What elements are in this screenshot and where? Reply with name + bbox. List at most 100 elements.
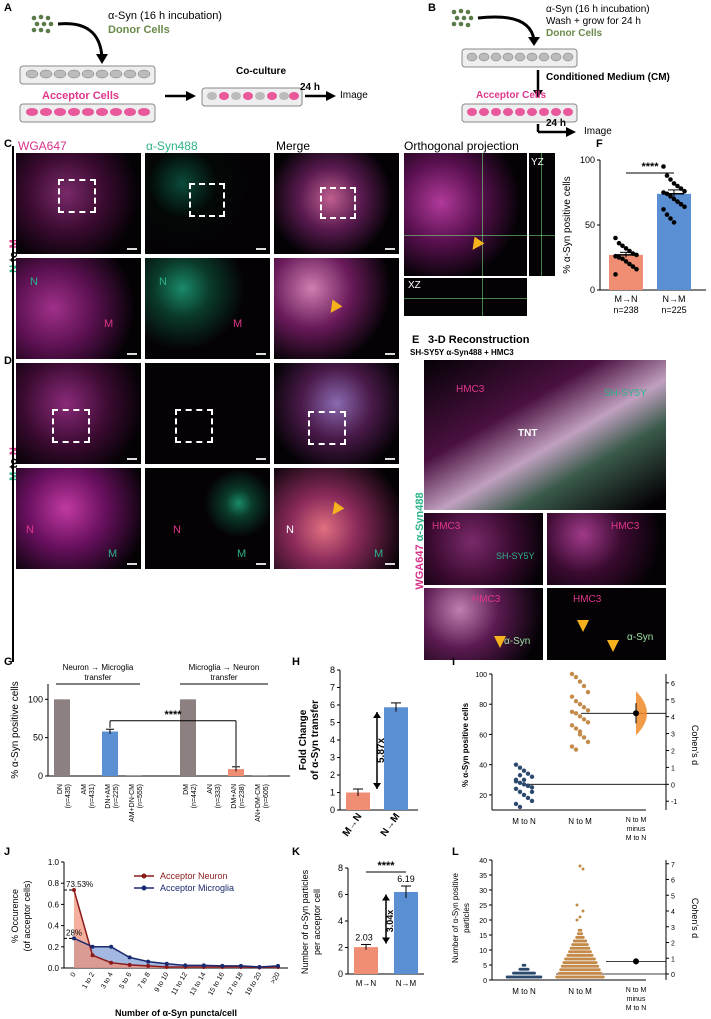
- f-point: [616, 240, 622, 246]
- g-bar: [126, 775, 142, 776]
- i-point-ntom: [577, 729, 583, 734]
- h-annotation: 5.87x: [376, 738, 387, 763]
- i-rtick-label: 4: [671, 715, 675, 722]
- j-xtick-label: 5 to 6: [119, 971, 134, 990]
- i-ytick-label: 60: [479, 732, 487, 739]
- l-point-ntom: [587, 946, 591, 950]
- l-point-ntom-outlier: [581, 867, 585, 871]
- j-legend-label: Acceptor Neuron: [160, 871, 228, 881]
- j-ytick-label: 0.0: [48, 964, 60, 973]
- i-point-mton: [517, 789, 523, 795]
- g-bar: [54, 699, 70, 776]
- l-rtick-label: 7: [671, 862, 675, 869]
- i-point-ntom: [585, 720, 591, 725]
- g-xtick-n: (n=442): [191, 784, 198, 808]
- g-ytick-label: 50: [33, 733, 43, 743]
- k-arrow-head-up: [382, 894, 390, 901]
- scheme-b-wash: Wash + grow for 24 h: [546, 16, 641, 27]
- g-xtick-n: (n=605): [263, 784, 270, 808]
- h-ytick-label: 3: [330, 753, 335, 763]
- image-d-merge: [274, 363, 399, 464]
- image-d-merge-zoom: N M: [274, 468, 399, 569]
- i-point-mton: [525, 771, 531, 776]
- chart-k: 0 2 4 6 8 Number of α-Syn particles per accept…: [300, 860, 424, 988]
- image-d-syn-zoom: N M: [145, 468, 270, 569]
- i-point-mton: [529, 785, 535, 790]
- f-sig: ****: [641, 161, 659, 173]
- j-marker: [109, 960, 114, 965]
- k-bar: [354, 947, 378, 974]
- image-e-3d: HMC3 SH-SY5Y TNT: [424, 360, 666, 510]
- f-point: [613, 235, 618, 241]
- image-d-wga: [16, 363, 141, 464]
- i-xtick-3b: minus: [627, 826, 646, 833]
- f-ylabel: % α-Syn positive cells: [562, 176, 573, 273]
- j-xtick-label: 15 to 16: [207, 971, 226, 997]
- panel-c-label: C: [4, 138, 12, 150]
- g-xtick-label: DN+AM: [105, 784, 112, 809]
- k-ylabel-1: Number of α-Syn particles: [300, 869, 310, 974]
- g-xtick-n: (n=333): [215, 784, 222, 808]
- k-arrow-head-down: [382, 937, 390, 944]
- panel-g-label: G: [4, 656, 13, 668]
- panel-e-sub: SH-SY5Y α-Syn488 + HMC3: [410, 348, 514, 357]
- j-marker: [72, 936, 76, 941]
- f-point: [682, 188, 687, 194]
- l-ytick-label: 15: [479, 933, 487, 940]
- l-rtick-label: 0: [671, 972, 675, 979]
- l-ytick-label: 35: [479, 873, 487, 880]
- l-point-ntom: [584, 939, 588, 943]
- f-point: [678, 186, 684, 191]
- l-point-ntom: [581, 935, 585, 939]
- i-rtick-label: 1: [671, 765, 675, 772]
- l-ylabel-right: Cohen's d: [690, 898, 700, 938]
- j-marker: [220, 963, 225, 968]
- i-ylabel: % α-Syn positive cells: [461, 702, 470, 787]
- scheme-b-image: Image: [584, 126, 612, 137]
- panel-b-label: B: [428, 2, 436, 14]
- g-ytick-label: 100: [28, 694, 43, 704]
- g-xtick-n: (n=435): [65, 784, 72, 808]
- j-xtick-label: 17 to 18: [226, 971, 245, 997]
- f-point: [671, 196, 677, 202]
- l-point-ntom: [579, 928, 583, 932]
- i-point-mton: [521, 777, 527, 782]
- j-marker: [146, 963, 151, 968]
- j-legend-label: Acceptor Microglia: [160, 883, 234, 893]
- j-xtick-label: 11 to 12: [171, 971, 190, 996]
- j-area: [74, 890, 278, 968]
- h-bar: [346, 792, 370, 810]
- i-point-ntom: [569, 744, 575, 749]
- j-ytick-label: 0.8: [48, 879, 60, 888]
- j-marker: [201, 963, 206, 968]
- l-point-mton: [532, 971, 536, 975]
- j-ytick-label: 0.2: [48, 943, 60, 952]
- g-xtick-n: (n=238): [239, 784, 246, 808]
- j-line: [73, 937, 279, 968]
- j-marker: [72, 888, 76, 893]
- l-point-ntom: [594, 961, 598, 965]
- panel-d-divider: [12, 362, 14, 662]
- i-rtick-label: 3: [671, 732, 675, 739]
- scheme-a-acceptor: Acceptor Cells: [42, 90, 120, 102]
- f-point: [623, 259, 629, 264]
- i-point-mton: [529, 798, 535, 804]
- g-ylabel: % α-Syn positive cells: [10, 681, 21, 778]
- image-e-crop4: HMC3 α-Syn: [547, 588, 666, 660]
- f-point: [664, 173, 670, 178]
- header-ortho: Orthogonal projection: [404, 139, 519, 153]
- l-ytick-label: 0: [483, 978, 487, 985]
- scheme-b-cm: Conditioned Medium (CM): [546, 72, 670, 83]
- g-xtick-label: AM+DN-CM: [129, 784, 136, 822]
- l-rtick-label: 3: [671, 925, 675, 932]
- g-bar: [228, 769, 244, 776]
- i-point-ntom: [585, 739, 591, 745]
- g-group2-title: Microglia → Neuron: [189, 663, 260, 672]
- j-annot-1: 73.53%: [66, 880, 93, 889]
- l-point-ntom: [599, 971, 603, 975]
- i-point-mton: [513, 786, 519, 792]
- f-point: [678, 201, 684, 207]
- f-point: [668, 194, 673, 199]
- l-ytick-label: 10: [479, 948, 487, 955]
